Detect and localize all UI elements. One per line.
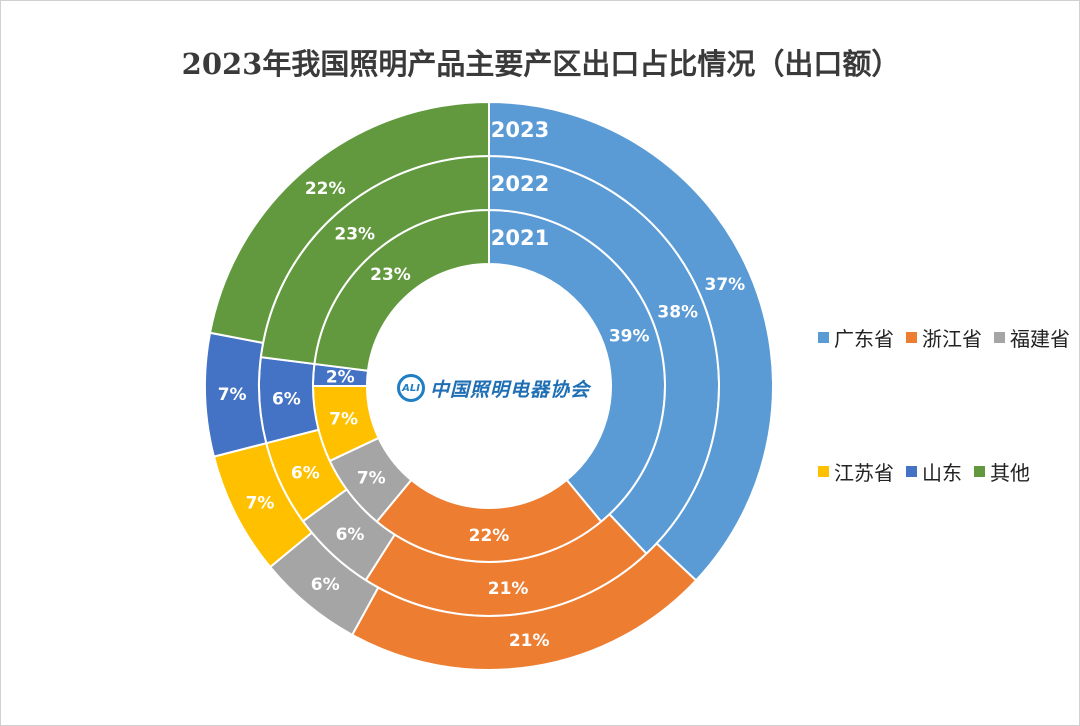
data-label-2023-zhejiang: 21% xyxy=(509,631,550,651)
data-label-2022-guangdong: 38% xyxy=(657,302,698,322)
data-label-2021-zhejiang: 22% xyxy=(469,526,510,546)
data-label-2023-guangdong: 37% xyxy=(705,275,746,295)
data-label-2021-jiangsu: 7% xyxy=(329,410,358,430)
data-label-2021-shandong: 2% xyxy=(326,368,355,388)
series-label-2023: 2023 xyxy=(491,118,549,142)
legend-label-guangdong: 广东省 xyxy=(834,327,894,351)
data-label-2021-fujian: 7% xyxy=(357,468,386,488)
data-label-2023-jiangsu: 7% xyxy=(246,494,275,514)
logo-text: 中国照明电器协会 xyxy=(430,378,591,401)
legend-swatch-other xyxy=(974,466,985,477)
data-label-2021-other: 23% xyxy=(370,265,411,285)
legend-row-2: 江苏省 山东 其他 xyxy=(818,457,1042,486)
legend-item-zhejiang: 浙江省 xyxy=(906,323,982,352)
data-label-2023-shandong: 7% xyxy=(218,385,247,405)
legend-swatch-jiangsu xyxy=(818,466,829,477)
slice-2023-other xyxy=(208,100,490,345)
association-logo: ALI 中国照明电器协会 xyxy=(397,372,597,404)
logo-mark: ALI xyxy=(397,374,425,402)
legend-swatch-zhejiang xyxy=(906,332,917,343)
data-label-2022-shandong: 6% xyxy=(272,390,301,410)
legend-swatch-fujian xyxy=(994,332,1005,343)
data-label-2023-other: 22% xyxy=(305,179,346,199)
legend-row-1: 广东省 浙江省 福建省 xyxy=(818,323,1079,352)
legend-label-zhejiang: 浙江省 xyxy=(922,327,982,351)
legend-item-shandong: 山东 xyxy=(906,457,962,486)
legend-item-jiangsu: 江苏省 xyxy=(818,457,894,486)
legend-swatch-guangdong xyxy=(818,332,829,343)
legend-label-fujian: 福建省 xyxy=(1010,327,1070,351)
legend-item-other: 其他 xyxy=(974,457,1030,486)
chart-title: 2023年我国照明产品主要产区出口占比情况（出口额） xyxy=(181,47,901,81)
slice-2023-guangdong xyxy=(488,100,774,582)
legend-label-other: 其他 xyxy=(990,461,1030,485)
data-label-2022-other: 23% xyxy=(334,225,375,245)
data-label-2022-fujian: 6% xyxy=(336,525,365,545)
data-label-2023-fujian: 6% xyxy=(311,575,340,595)
data-label-2022-jiangsu: 6% xyxy=(291,463,320,483)
legend-label-jiangsu: 江苏省 xyxy=(834,461,894,485)
legend-swatch-shandong xyxy=(906,466,917,477)
data-label-2022-zhejiang: 21% xyxy=(488,579,529,599)
legend-item-guangdong: 广东省 xyxy=(818,323,894,352)
data-label-2021-guangdong: 39% xyxy=(609,327,650,347)
series-label-2022: 2022 xyxy=(491,172,549,196)
legend-item-fujian: 福建省 xyxy=(994,323,1070,352)
series-label-2021: 2021 xyxy=(491,226,549,250)
legend-label-shandong: 山东 xyxy=(922,461,962,485)
